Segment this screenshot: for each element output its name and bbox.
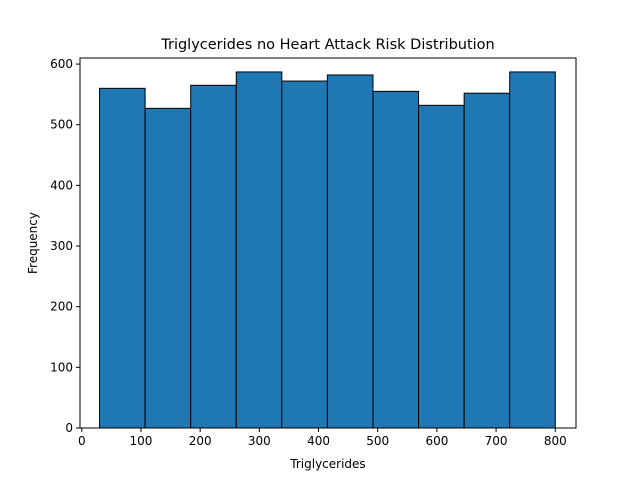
- y-axis-ticks: 0 100 200 300 400 500 600: [50, 57, 80, 435]
- histogram-bar: [99, 87, 146, 429]
- x-tick-label: 800: [544, 434, 567, 448]
- histogram-bar: [190, 84, 237, 429]
- x-tick-label: 700: [485, 434, 508, 448]
- histogram-bars: [99, 71, 556, 429]
- y-tick-label: 300: [50, 239, 73, 253]
- chart-title: Triglycerides no Heart Attack Risk Distr…: [160, 37, 495, 53]
- y-tick-label: 400: [50, 178, 73, 192]
- x-tick-label: 100: [130, 434, 153, 448]
- x-tick-label: 200: [189, 434, 212, 448]
- y-tick-label: 500: [50, 118, 73, 132]
- x-tick-label: 500: [366, 434, 389, 448]
- x-tick-label: 400: [307, 434, 330, 448]
- y-tick-label: 600: [50, 57, 73, 71]
- histogram-bar: [326, 74, 374, 429]
- histogram-bar: [509, 71, 556, 429]
- x-axis-ticks: 0 100 200 300 400 500 600 700 800: [78, 428, 567, 448]
- x-tick-label: 600: [425, 434, 448, 448]
- histogram-bar: [281, 80, 328, 429]
- plot-frame: [79, 57, 577, 429]
- x-tick-label: 0: [78, 434, 86, 448]
- y-axis-label: Frequency: [26, 212, 40, 274]
- y-tick-label: 0: [65, 421, 73, 435]
- histogram-bar: [463, 92, 511, 429]
- x-tick-label: 300: [248, 434, 271, 448]
- histogram-bar: [144, 107, 192, 429]
- histogram-bar: [235, 71, 283, 429]
- x-axis-label: Triglycerides: [289, 457, 365, 471]
- histogram-bar: [418, 104, 465, 429]
- y-tick-label: 200: [50, 300, 73, 314]
- y-tick-label: 100: [50, 360, 73, 374]
- histogram-bar: [372, 90, 420, 429]
